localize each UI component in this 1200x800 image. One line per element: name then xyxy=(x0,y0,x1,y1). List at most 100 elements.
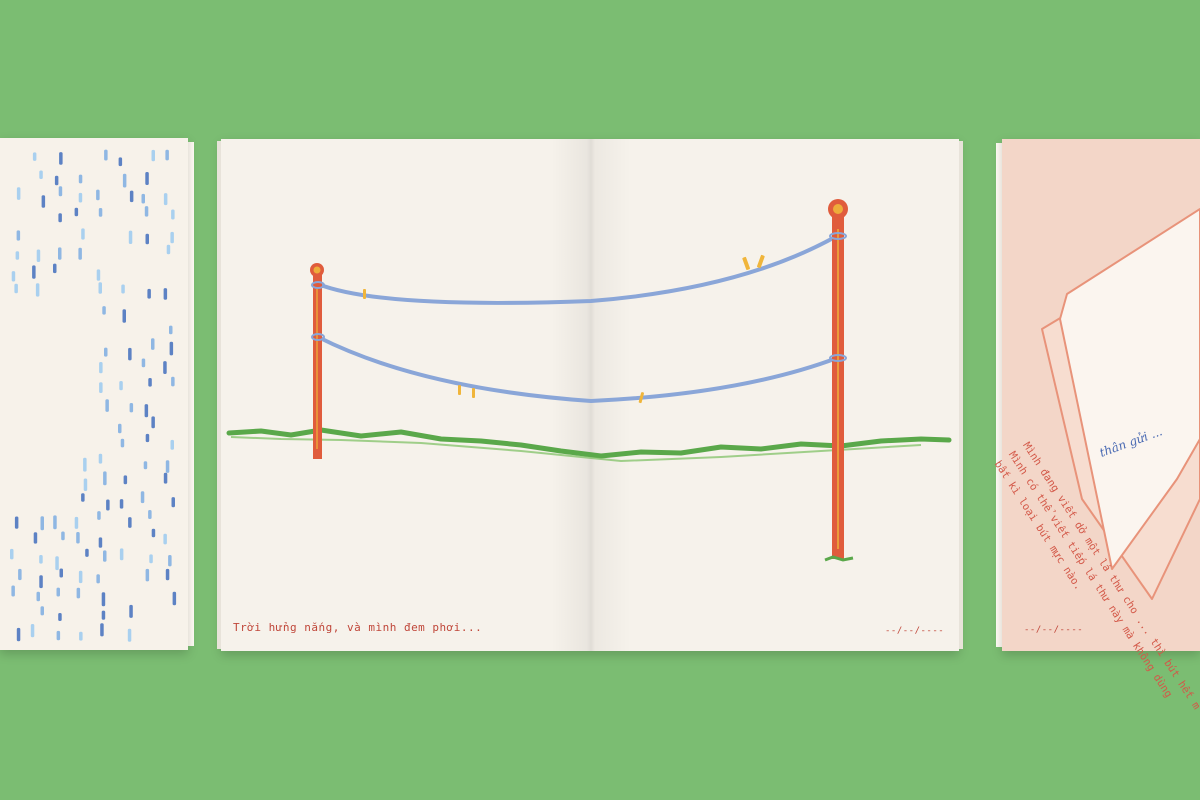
rain-dash xyxy=(78,570,83,584)
rain-dash xyxy=(101,592,106,607)
rain-dash xyxy=(16,187,21,200)
rain-dash xyxy=(119,548,124,561)
clothespin xyxy=(363,289,366,299)
rain-dash xyxy=(78,174,83,184)
rain-dash xyxy=(96,269,101,281)
rain-dash xyxy=(169,341,174,356)
rain-dash xyxy=(58,186,63,197)
rain-dash xyxy=(30,624,35,638)
rain-dash xyxy=(81,228,85,240)
clothespin xyxy=(638,392,645,404)
rain-dash xyxy=(14,516,19,529)
rain-dash xyxy=(169,325,173,335)
rain-dash xyxy=(56,587,60,597)
rain-dash xyxy=(121,284,125,294)
rain-dash xyxy=(120,438,125,448)
rain-dash xyxy=(78,247,82,260)
rope-bottom xyxy=(316,335,839,404)
rain-dash xyxy=(98,537,103,548)
rain-dash xyxy=(144,404,149,418)
rain-dash xyxy=(145,233,149,245)
rain-dash xyxy=(35,283,40,297)
spread-right-edge xyxy=(959,141,963,649)
rain-dash xyxy=(76,587,81,599)
right-book-edge xyxy=(996,143,1002,647)
rain-dash xyxy=(56,630,61,641)
spread-caption: Trời hửng nắng, và mình đem phơi... xyxy=(233,621,483,634)
letter-paper-illustration xyxy=(1041,208,1200,600)
rain-dash xyxy=(118,157,123,167)
rain-dash xyxy=(100,623,104,637)
rain-dash xyxy=(11,271,16,282)
rain-dash xyxy=(14,283,18,294)
rain-dash xyxy=(83,478,88,491)
rain-dash xyxy=(99,362,103,374)
rain-dash xyxy=(165,149,169,161)
rain-dash xyxy=(163,472,168,484)
rain-dash xyxy=(98,453,103,464)
rain-dash xyxy=(36,591,40,602)
rain-dash xyxy=(172,591,177,606)
rain-dash xyxy=(58,613,62,621)
rain-dash xyxy=(122,309,126,323)
rain-dash xyxy=(141,193,145,204)
rain-dash xyxy=(39,555,43,564)
clothesline-illustration xyxy=(226,199,952,562)
rain-dash xyxy=(16,627,21,642)
rain-dash xyxy=(58,213,62,223)
rain-dash xyxy=(119,499,124,509)
open-book-spread: Trời hửng nắng, và mình đem phơi... --/-… xyxy=(217,139,963,651)
rain-dash xyxy=(10,548,14,560)
rain-dash xyxy=(32,152,37,161)
rain-dash xyxy=(98,282,102,294)
rain-dash xyxy=(129,190,134,203)
rain-dash xyxy=(15,251,20,260)
rain-dash xyxy=(171,497,175,508)
rain-dash xyxy=(59,152,63,165)
rain-dash xyxy=(41,195,46,208)
rain-dash xyxy=(78,192,83,203)
rain-dash xyxy=(105,399,109,412)
rain-dash xyxy=(171,376,175,387)
rain-dash xyxy=(104,347,108,357)
rain-dash xyxy=(81,493,85,502)
left-book-page xyxy=(0,138,194,650)
rain-dash xyxy=(165,568,170,581)
rain-dash xyxy=(97,511,101,520)
rain-dash xyxy=(74,516,79,529)
rain-dash xyxy=(76,532,80,544)
rain-dash xyxy=(40,516,44,531)
rain-dash xyxy=(170,231,174,244)
rain-dash xyxy=(74,207,79,217)
clothespin xyxy=(472,388,475,398)
rain-dash xyxy=(96,574,100,584)
rain-dash xyxy=(40,606,44,616)
rain-dash xyxy=(127,628,132,642)
rain-dash xyxy=(144,206,149,217)
rain-pattern-illustration xyxy=(10,149,177,642)
rain-dash xyxy=(148,378,152,387)
rain-dash xyxy=(128,230,133,244)
book-gutter xyxy=(551,139,631,651)
rain-dash xyxy=(118,423,122,434)
rain-dash xyxy=(140,491,145,504)
rain-dash xyxy=(151,416,155,429)
rain-dash xyxy=(18,568,22,581)
rain-dash xyxy=(54,175,59,186)
rain-dash xyxy=(163,361,167,374)
rain-dash xyxy=(59,568,63,578)
rain-dash xyxy=(151,528,156,538)
rain-dash xyxy=(170,439,174,450)
rain-dash xyxy=(16,230,21,241)
rain-dash xyxy=(165,460,170,473)
rain-dash xyxy=(106,499,110,511)
letter-sheet-front xyxy=(1059,208,1200,570)
rain-dash xyxy=(163,288,168,300)
rain-dash xyxy=(163,533,167,545)
rain-dash xyxy=(145,172,149,185)
rain-dash xyxy=(148,510,152,519)
clothespin xyxy=(742,256,750,270)
rain-dash xyxy=(123,475,128,485)
rain-dash xyxy=(39,170,43,179)
rain-dash xyxy=(171,209,175,220)
